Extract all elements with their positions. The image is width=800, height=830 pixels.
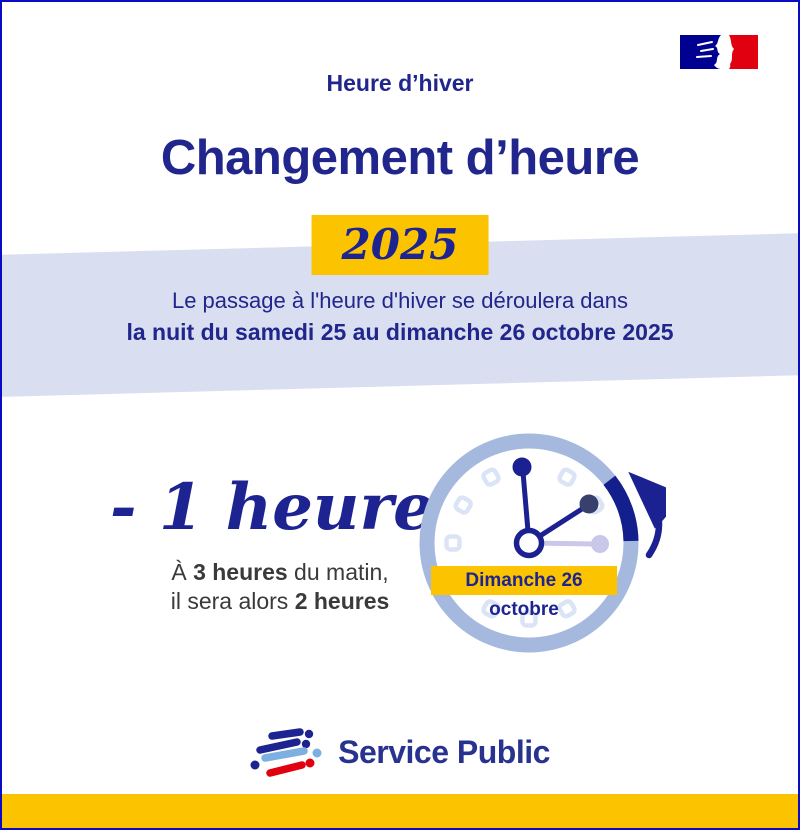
clock-center	[513, 527, 545, 559]
clock-illustration: Dimanche 26 octobre	[414, 430, 666, 660]
service-public-logo: Service Public	[2, 722, 798, 782]
subtitle-heure-dhiver: Heure d’hiver	[326, 70, 474, 96]
time-change-caption: À 3 heures du matin, il sera alors 2 heur…	[140, 558, 420, 616]
french-government-logo	[678, 33, 760, 71]
year-badge: 2025	[311, 215, 489, 275]
band-line-2: la nuit du samedi 25 au dimanche 26 octo…	[126, 319, 674, 345]
caption-post1: du matin,	[287, 559, 389, 585]
brand-name: Service Public	[338, 733, 550, 770]
service-public-logo-icon	[250, 728, 322, 777]
caption-bold-2-heures: 2 heures	[294, 588, 390, 614]
info-band-text: Le passage à l'heure d'hiver se dérouler…	[2, 285, 798, 348]
bottom-accent-bar	[2, 794, 798, 828]
caption-pre2: il sera alors	[170, 588, 295, 614]
clock-face-icon	[419, 433, 666, 653]
clock-date-label: Dimanche 26 octobre	[431, 566, 617, 620]
rewind-arrow-icon	[628, 471, 666, 559]
page-title: Changement d’heure	[160, 131, 640, 185]
caption-pre1: À	[171, 559, 194, 585]
caption-bold-3-heures: 3 heures	[193, 559, 288, 585]
time-change-amount: - 1 heure	[110, 470, 434, 545]
french-flag-marianne-icon	[680, 35, 758, 69]
rewind-segment	[603, 475, 639, 542]
band-line-1: Le passage à l'heure d'hiver se dérouler…	[171, 288, 629, 313]
